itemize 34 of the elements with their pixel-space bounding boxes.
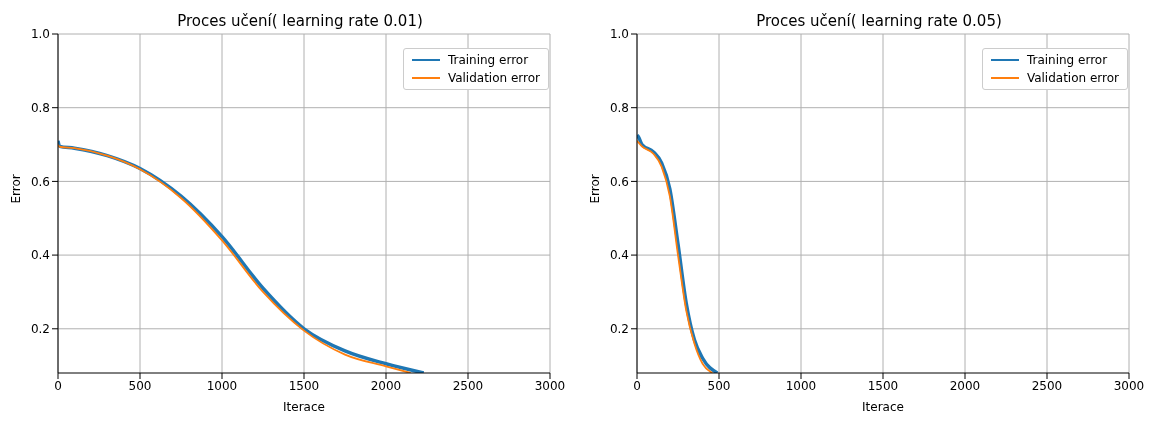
y-tick-label: 1.0 — [30, 27, 50, 42]
y-tick-label: 0.2 — [609, 322, 629, 337]
x-tick-label: 1500 — [288, 378, 320, 393]
y-tick-label: 0.6 — [609, 174, 629, 189]
y-tick-label: 0.2 — [30, 322, 50, 337]
chart-title: Proces učení( learning rate 0.05) — [755, 12, 1003, 30]
x-axis-title: Iterace — [283, 400, 325, 414]
y-tick-label: 0.4 — [30, 248, 50, 263]
x-tick-label: 1000 — [785, 378, 817, 393]
x-tick-label: 500 — [128, 378, 152, 393]
x-tick-label: 0 — [633, 378, 641, 393]
y-tick-label: 1.0 — [609, 27, 629, 42]
x-axis-title: Iterace — [862, 400, 904, 414]
x-tick-label: 3000 — [534, 378, 566, 393]
x-tick-label: 2000 — [949, 378, 981, 393]
legend-label: Validation error — [447, 70, 540, 87]
y-tick-label: 0.8 — [30, 100, 50, 115]
legend-label: Validation error — [1026, 70, 1119, 87]
legend-label: Training error — [447, 52, 529, 69]
x-tick-label: 1000 — [206, 378, 238, 393]
legend-label: Training error — [1026, 52, 1108, 69]
y-axis-title: Error — [9, 174, 24, 204]
x-tick-label: 1500 — [867, 378, 899, 393]
y-tick-label: 0.6 — [30, 174, 50, 189]
x-tick-label: 500 — [707, 378, 731, 393]
chart-title: Proces učení( learning rate 0.01) — [176, 12, 424, 30]
x-tick-label: 2000 — [370, 378, 402, 393]
x-tick-label: 2500 — [1031, 378, 1063, 393]
x-tick-label: 0 — [54, 378, 62, 393]
y-axis-title: Error — [588, 174, 603, 204]
y-tick-label: 0.4 — [609, 248, 629, 263]
y-tick-label: 0.8 — [609, 100, 629, 115]
x-tick-label: 2500 — [452, 378, 484, 393]
x-tick-label: 3000 — [1113, 378, 1145, 393]
